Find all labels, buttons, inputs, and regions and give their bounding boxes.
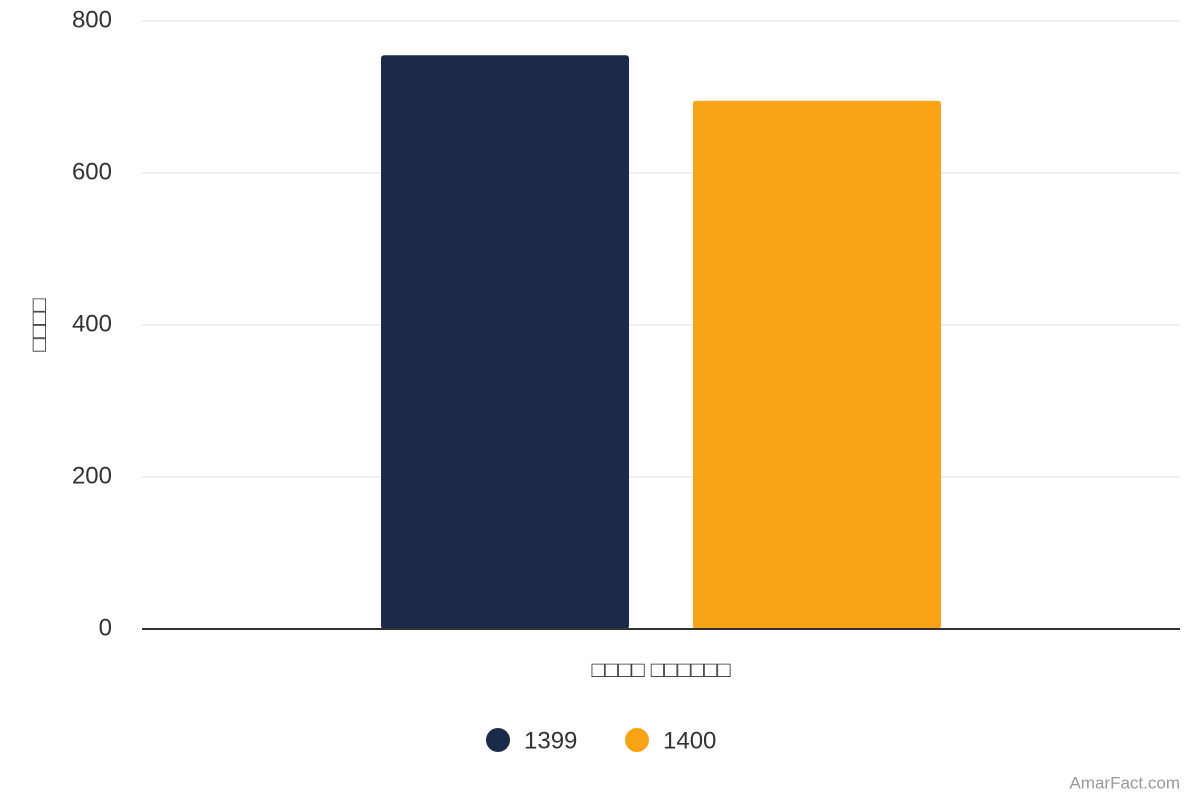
legend-label[interactable]: 1400	[663, 727, 716, 754]
y-tick-label: 600	[72, 158, 112, 185]
y-tick-label: 800	[72, 6, 112, 33]
legend-marker	[625, 728, 649, 752]
legend-label[interactable]: 1399	[524, 727, 577, 754]
y-tick-label: 0	[99, 614, 112, 641]
y-tick-label: 200	[72, 462, 112, 489]
x-tick-label: □□□□ □□□□□□	[592, 657, 731, 682]
legend-marker	[486, 728, 510, 752]
bar	[693, 100, 941, 630]
credit: AmarFact.com	[1069, 773, 1180, 792]
bar	[381, 55, 629, 629]
y-tick-label: 400	[72, 310, 112, 337]
y-axis-title: □□□□	[26, 298, 51, 351]
